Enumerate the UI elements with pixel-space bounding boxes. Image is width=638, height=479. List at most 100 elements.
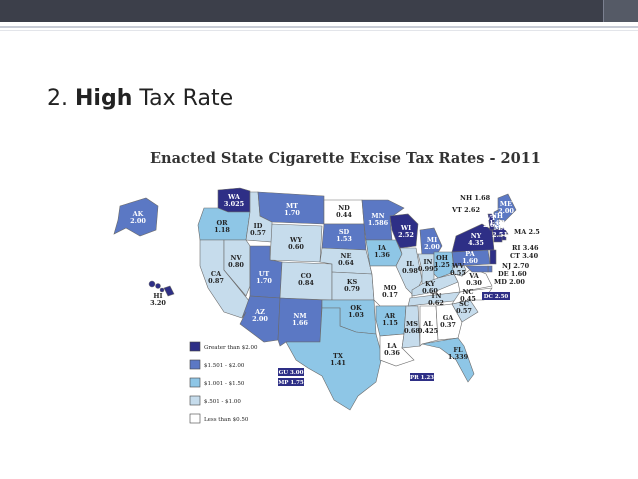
- state-label-tx: TX: [333, 352, 344, 360]
- state-rate-mi: 2.00: [424, 243, 440, 251]
- state-rate-ms: 0.68: [404, 327, 420, 335]
- badge-gu: [278, 368, 304, 376]
- state-label-wa: WA: [227, 193, 241, 201]
- state-ct: [493, 235, 503, 243]
- state-rate-wy: 0.60: [288, 243, 304, 251]
- state-md: [465, 265, 489, 273]
- state-rate-mt: 1.70: [284, 209, 300, 217]
- hawaii-island: [148, 280, 156, 288]
- state-rate-wa: 3.025: [224, 200, 245, 208]
- state-rate-ut: 1.70: [256, 277, 272, 285]
- legend-label: $1.501 - $2.00: [204, 363, 245, 369]
- state-label-id: ID: [254, 222, 263, 230]
- state-rate-ar: 1.15: [382, 319, 398, 327]
- state-ga: [435, 303, 463, 341]
- state-rate-or: 1.18: [214, 226, 230, 234]
- state-rate-sd: 1.53: [336, 235, 352, 243]
- state-nj: [489, 249, 497, 265]
- top-bar-accent: [603, 0, 638, 22]
- state-rate-me: 2.00: [498, 207, 514, 215]
- state-label-ms: MS: [406, 320, 418, 328]
- state-label-il: IL: [406, 260, 414, 268]
- legend-swatch: [189, 359, 201, 370]
- callout-ri: RI 3.46: [512, 244, 539, 252]
- state-rate-la: 0.36: [384, 349, 400, 357]
- state-il: [395, 247, 423, 297]
- state-label-tn: TN: [431, 292, 442, 300]
- callout-nh: NH 1.68: [460, 194, 491, 202]
- state-mt: [257, 191, 325, 225]
- state-label-ny: NY: [471, 232, 482, 240]
- top-divider: [0, 26, 638, 28]
- legend-swatch: [189, 377, 201, 388]
- legend-label: $1.001 - $1.50: [204, 381, 245, 387]
- state-rate-ga: 0.37: [440, 321, 456, 329]
- state-rate-ny: 4.35: [468, 239, 484, 247]
- state-label-hi: HI: [153, 292, 162, 300]
- state-rate-fl: 1.339: [448, 353, 469, 361]
- state-rate-nc: 0.45: [460, 295, 476, 303]
- state-rate-ca: 0.87: [208, 277, 224, 285]
- state-label-nh: NH: [491, 212, 503, 220]
- state-label-al: AL: [422, 320, 433, 328]
- state-label-mt: MT: [286, 202, 298, 210]
- state-label-ak: AK: [132, 210, 144, 218]
- state-rate-wv: 0.55: [450, 269, 466, 277]
- hawaii-island: [155, 283, 161, 289]
- state-label-vt: VT: [485, 214, 496, 222]
- state-ms: [401, 305, 421, 349]
- slide-title-rest: Tax Rate: [139, 86, 234, 111]
- state-label-ut: UT: [259, 270, 270, 278]
- slide-title-number: 2.: [47, 86, 68, 111]
- state-label-fl: FL: [453, 346, 463, 354]
- state-label-co: CO: [301, 272, 312, 280]
- state-label-me: ME: [500, 200, 512, 208]
- state-mn: [361, 199, 405, 241]
- state-label-ga: GA: [443, 314, 455, 322]
- state-rate-nh: 1.68: [489, 219, 505, 227]
- state-rate-mo: 0.17: [382, 291, 398, 299]
- state-label-nc: NC: [462, 288, 473, 296]
- state-label-mo: MO: [384, 284, 397, 292]
- badge-dc: [482, 292, 510, 300]
- state-label-nm: NM: [293, 312, 306, 320]
- slide-title-bold: High: [75, 86, 133, 111]
- state-rate-ma: 2.51: [492, 231, 508, 239]
- state-label-nv: NV: [231, 254, 243, 262]
- state-rate-id: 0.57: [250, 229, 266, 237]
- map-title: Enacted State Cigarette Excise Tax Rates…: [150, 150, 541, 167]
- state-rate-ky: 0.60: [422, 287, 438, 295]
- state-rate-tx: 1.41: [330, 359, 346, 367]
- state-fl: [421, 337, 475, 383]
- state-rate-pa: 1.60: [462, 257, 478, 265]
- state-rate-wi: 2.52: [398, 231, 414, 239]
- badge-pr: [410, 373, 434, 381]
- state-rate-al: 0.425: [418, 327, 439, 335]
- callout-ct: CT 3.40: [510, 252, 539, 260]
- state-label-oh: OH: [436, 254, 448, 262]
- tax-rate-map: WA3.025OR1.18CA0.87NV0.80ID0.57MT1.70WY0…: [113, 187, 540, 424]
- state-al: [419, 305, 439, 347]
- state-rate-az: 2.00: [252, 315, 268, 323]
- state-label-ok: OK: [350, 304, 362, 312]
- legend-label: Less than $0.50: [204, 417, 249, 423]
- state-label-la: LA: [387, 342, 398, 350]
- state-mi: [419, 227, 443, 257]
- state-label-ky: KY: [425, 280, 435, 288]
- callout-nj: NJ 2.70: [502, 262, 530, 270]
- badge-label-pr: PR 1.23: [410, 375, 434, 381]
- state-label-or: OR: [216, 219, 228, 227]
- state-rate-co: 0.84: [298, 279, 314, 287]
- state-label-wy: WY: [289, 236, 302, 244]
- legend-label: Greater than $2.00: [204, 345, 258, 351]
- state-label-az: AZ: [254, 308, 265, 316]
- callout-ma: MA 2.51: [514, 228, 540, 236]
- top-divider-thin: [0, 30, 638, 31]
- state-rate-sc: 0.57: [456, 307, 472, 315]
- state-rate-ks: 0.79: [344, 285, 360, 293]
- badge-label-dc: DC 2.50: [484, 294, 509, 300]
- state-rate-hi: 3.20: [150, 299, 166, 307]
- badge-mp: [278, 378, 304, 386]
- top-bar: [0, 0, 638, 22]
- state-oh: [433, 251, 455, 279]
